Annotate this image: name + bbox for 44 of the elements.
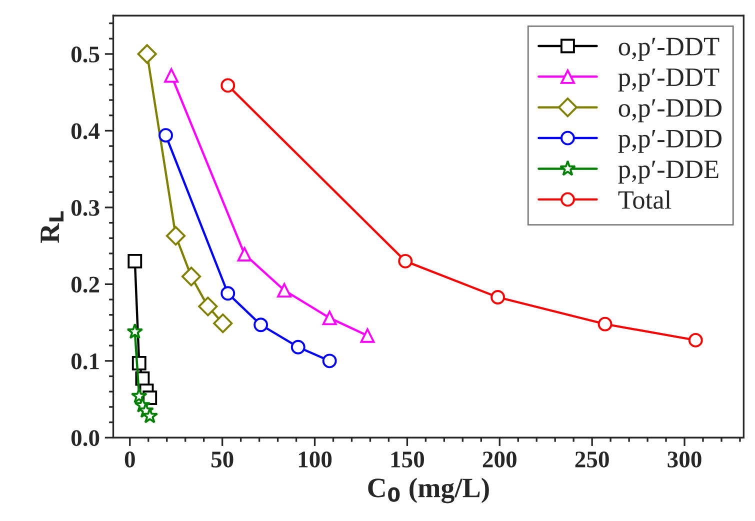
point: [213, 314, 233, 334]
point: [277, 283, 292, 298]
legend-label: p,p′-DDD: [618, 130, 722, 153]
y-tick-label: 0.1: [71, 353, 99, 370]
legend-label: Total: [618, 190, 672, 209]
x-tick-label: 150: [391, 452, 424, 468]
point: [198, 296, 218, 316]
y-tick-label: 0.4: [71, 123, 100, 140]
point: [164, 68, 179, 83]
y-tick-label: 0.0: [71, 430, 100, 446]
x-tick-label: 200: [482, 452, 516, 468]
point: [137, 44, 157, 64]
point: [360, 328, 375, 343]
x-tick-label: 100: [298, 452, 332, 468]
x-tick-label: 50: [211, 452, 234, 468]
legend-label: o,p′-DDT: [618, 38, 720, 61]
point: [158, 128, 173, 143]
x-tick-label: 0: [124, 452, 135, 468]
legend-label: o,p′-DDD: [618, 99, 722, 122]
point: [290, 340, 306, 354]
legend-label: p,p′-DDE: [618, 160, 718, 184]
point: [598, 316, 612, 332]
y-axis-title: R$_{L}$: [40, 211, 64, 243]
point: [237, 247, 252, 262]
point: [142, 408, 158, 424]
point: [490, 290, 506, 304]
x-tick-label: 300: [668, 452, 702, 468]
point: [220, 286, 236, 301]
point: [254, 318, 268, 332]
point: [398, 254, 413, 268]
point: [220, 78, 236, 93]
point: [166, 226, 186, 246]
point: [128, 254, 142, 268]
point: [322, 354, 337, 368]
y-tick-label: 0.2: [71, 276, 100, 293]
x-axis-title: C$_{0}$ (mg/L): [368, 478, 489, 504]
legend-label: p,p′-DDT: [618, 68, 720, 92]
point: [322, 310, 337, 326]
y-tick-label: 0.5: [71, 46, 100, 63]
point: [126, 323, 144, 339]
y-tick-label: 0.3: [71, 200, 100, 216]
point: [181, 266, 202, 286]
x-tick-label: 250: [575, 452, 609, 468]
point: [688, 332, 703, 348]
